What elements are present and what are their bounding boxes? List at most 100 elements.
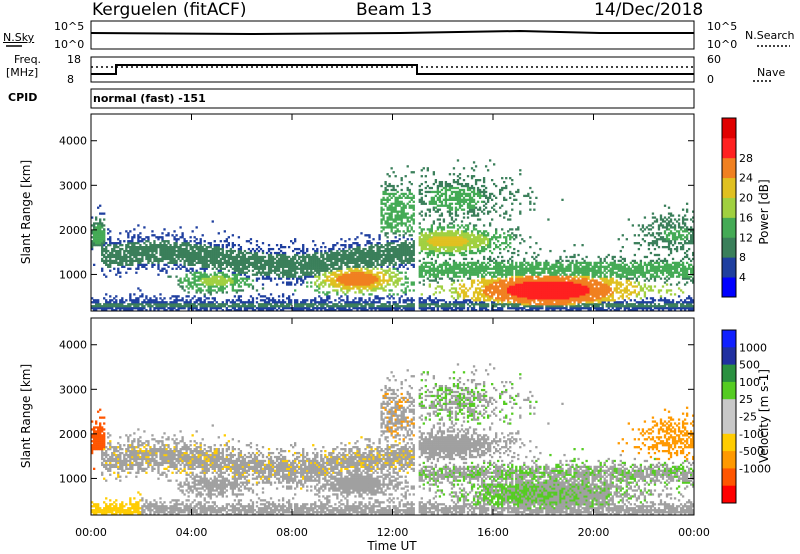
power-cell: [456, 293, 460, 296]
power-cell: [330, 305, 333, 308]
power-cell: [310, 255, 313, 259]
power-cell: [97, 236, 100, 239]
power-cell: [155, 255, 158, 259]
power-cell: [420, 232, 423, 235]
power-cell: [245, 307, 249, 310]
power-cell: [350, 303, 353, 306]
power-cell: [271, 297, 275, 300]
power-cell: [356, 263, 359, 266]
power-cell: [432, 263, 436, 266]
power-cell: [189, 236, 192, 239]
power-cell: [346, 279, 349, 282]
power-cell: [368, 271, 371, 274]
power-cell: [235, 269, 239, 272]
power-cell: [155, 249, 158, 253]
power-cell: [396, 255, 399, 259]
power-cell: [155, 247, 158, 251]
power-cell: [454, 289, 458, 292]
power-cell: [292, 309, 295, 312]
power-cell: [470, 307, 474, 310]
power-cell: [318, 303, 321, 306]
power-cell: [438, 271, 442, 274]
power-cell: [362, 265, 365, 268]
power-cell: [430, 240, 433, 243]
power-cell: [289, 283, 293, 286]
power-cell: [410, 251, 413, 255]
power-cell: [456, 179, 460, 182]
power-cell: [458, 309, 462, 312]
power-cell: [462, 271, 466, 274]
power-cell: [183, 305, 186, 308]
power-cell: [474, 192, 478, 196]
power-cell: [420, 244, 423, 247]
power-cell: [101, 222, 104, 225]
power-cell: [147, 247, 150, 251]
power-cell: [133, 253, 136, 257]
power-cell: [253, 251, 257, 255]
power-cell: [378, 299, 381, 302]
power-cell: [123, 309, 126, 312]
power-cell: [468, 240, 472, 243]
power-cell: [151, 253, 154, 257]
power-cell: [412, 242, 415, 245]
power-cell: [338, 259, 341, 263]
power-cell: [408, 230, 411, 233]
power-cell: [133, 307, 136, 310]
power-cell: [424, 175, 427, 178]
power-cell: [187, 244, 190, 247]
power-cell: [97, 226, 100, 229]
power-cell: [482, 208, 486, 211]
power-cell: [370, 307, 373, 310]
power-cell: [366, 277, 369, 280]
power-cell: [314, 265, 317, 268]
power-cell: [422, 275, 425, 278]
power-cell: [450, 186, 454, 190]
power-cell: [277, 299, 281, 302]
power-cell: [149, 305, 152, 308]
power-cell: [275, 244, 279, 247]
power-cell: [472, 269, 476, 272]
power-cell: [482, 307, 486, 310]
power-cell: [217, 265, 220, 268]
power-cell: [157, 273, 160, 276]
power-cell: [490, 301, 494, 304]
power-cell: [247, 265, 251, 268]
power-cell: [404, 271, 407, 274]
power-cell: [408, 249, 411, 253]
power-cell: [408, 289, 411, 292]
power-cell: [195, 289, 198, 292]
power-cell: [161, 299, 164, 302]
power-cell: [484, 265, 488, 268]
power-cell: [161, 236, 164, 239]
power-cell: [408, 206, 411, 209]
power-cell: [358, 307, 361, 310]
power-cell: [161, 269, 164, 272]
power-cell: [356, 261, 359, 265]
power-cell: [486, 240, 490, 243]
power-cell: [490, 206, 494, 209]
power-cell: [205, 281, 208, 284]
power-cell: [320, 301, 323, 304]
power-cell: [340, 257, 343, 261]
power-cell: [105, 275, 108, 278]
power-cell: [398, 271, 401, 274]
power-cell: [251, 273, 255, 276]
power-cell: [211, 303, 214, 306]
power-cell: [426, 297, 429, 300]
power-cell: [378, 238, 381, 241]
power-cell: [334, 285, 337, 288]
power-cell: [336, 285, 339, 288]
power-cell: [91, 244, 94, 247]
power-cell: [344, 255, 347, 259]
power-cell: [269, 293, 273, 296]
power-cell: [486, 196, 490, 200]
power-cell: [497, 307, 500, 310]
power-cell: [277, 307, 281, 310]
power-cell: [328, 307, 331, 310]
power-cell: [420, 202, 423, 205]
power-cell: [476, 295, 480, 298]
power-cell: [217, 255, 220, 259]
power-cell: [432, 240, 436, 243]
power-cell: [466, 299, 470, 302]
power-cell: [493, 247, 496, 251]
